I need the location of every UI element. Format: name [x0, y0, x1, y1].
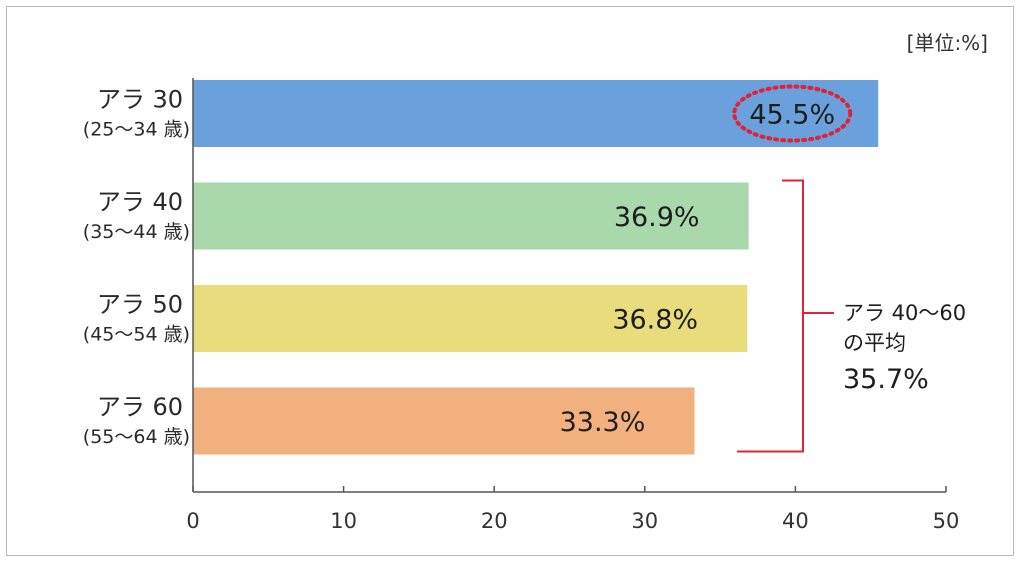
x-axis: 0 10 20 30 40 50 [186, 78, 959, 533]
category-range-label: (45〜54 歳) [83, 324, 190, 346]
category-label: アラ 60 [97, 393, 183, 421]
data-label: 33.3% [560, 407, 646, 438]
category-label: アラ 40 [97, 188, 183, 216]
unit-label: [単位:%] [907, 31, 988, 55]
annotation-value: 35.7% [843, 364, 929, 395]
bar [193, 387, 695, 455]
average-annotation: アラ 40〜60 の平均 35.7% [737, 179, 966, 453]
x-tick-label: 0 [186, 509, 199, 533]
category-label: アラ 50 [97, 291, 183, 319]
bracket-line [737, 179, 804, 453]
x-tick-label: 40 [782, 509, 809, 533]
bars-group: アラ 30 (25〜34 歳) 45.5% アラ 40 (35〜44 歳) 36.9% アラ… [83, 80, 879, 455]
data-label: 36.8% [612, 305, 698, 336]
data-label: 36.9% [614, 202, 700, 233]
x-tick-label: 10 [330, 509, 357, 533]
data-label: 45.5% [749, 100, 835, 131]
annotation-line1: アラ 40〜60 [843, 301, 966, 325]
highlight-ellipse [732, 84, 853, 143]
category-range-label: (25〜34 歳) [83, 119, 190, 141]
x-tick-label: 30 [631, 509, 658, 533]
category-range-label: (35〜44 歳) [83, 221, 190, 243]
x-tick-label: 20 [481, 509, 508, 533]
x-tick-label: 50 [933, 509, 960, 533]
bar [193, 182, 749, 250]
annotation-line2: の平均 [843, 331, 906, 355]
category-range-label: (55〜64 歳) [83, 426, 190, 448]
category-label: アラ 30 [97, 86, 183, 114]
bar [193, 285, 748, 352]
